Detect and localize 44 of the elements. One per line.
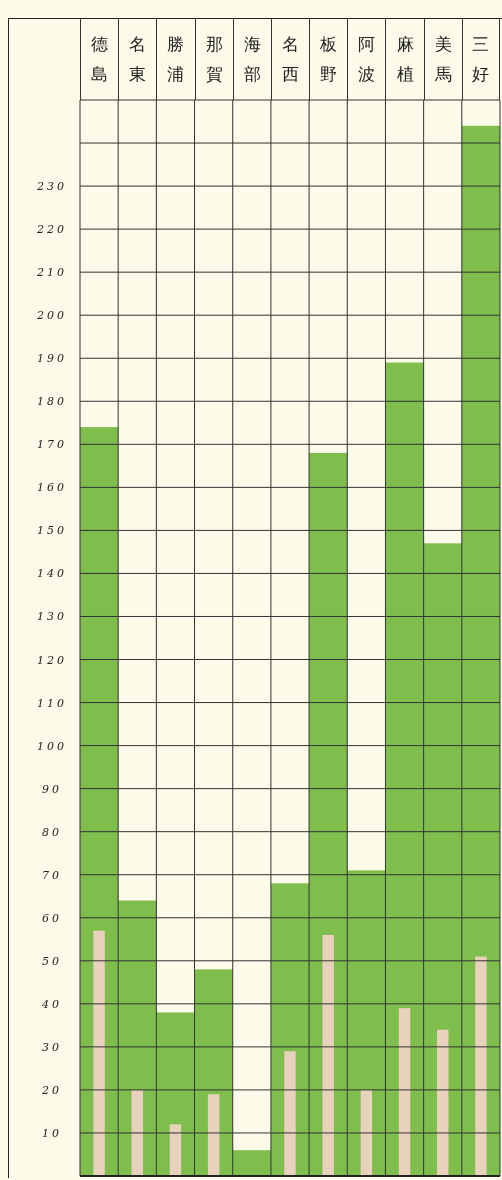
y-tick-label: 230	[36, 180, 67, 194]
y-tick-label: 160	[37, 481, 67, 495]
x-tick-label: 名東	[128, 33, 147, 86]
x-tick-label: 阿波	[357, 33, 376, 86]
x-tick-label: 德島	[90, 33, 109, 86]
y-tick-label: 140	[37, 567, 67, 581]
x-tick-label: 三好	[471, 33, 490, 86]
y-tick-label: 90	[42, 782, 62, 796]
y-tick-label: 120	[37, 653, 67, 667]
y-tick-label: 70	[42, 868, 62, 882]
bar	[207, 1094, 220, 1176]
bar	[169, 1124, 182, 1176]
y-tick-label: 10	[42, 1126, 62, 1140]
y-tick-label: 150	[37, 524, 67, 538]
x-tick-label: 海部	[243, 33, 262, 86]
y-tick-label: 220	[36, 223, 67, 237]
x-tick-label: 麻植	[396, 33, 415, 86]
y-tick-label: 130	[37, 610, 67, 624]
bar	[284, 1051, 296, 1176]
x-tick-label: 名西	[281, 33, 300, 86]
y-tick-label: 20	[41, 1083, 62, 1097]
bar	[398, 1008, 411, 1176]
y-tick-label: 60	[42, 911, 62, 925]
y-tick-label: 190	[37, 352, 67, 366]
bar	[475, 956, 487, 1176]
bar	[360, 1089, 373, 1176]
x-tick-label: 美馬	[434, 33, 453, 86]
x-tick-label: 勝浦	[166, 33, 185, 86]
x-tick-label: 板野	[319, 33, 338, 86]
y-tick-label: 210	[36, 266, 67, 280]
y-tick-label: 40	[41, 997, 62, 1011]
y-tick-label: 80	[42, 825, 62, 839]
bar	[93, 930, 105, 1176]
y-tick-label: 170	[37, 438, 67, 452]
y-tick-label: 30	[42, 1040, 62, 1054]
y-tick-label: 50	[42, 954, 62, 968]
y-tick-label: 180	[37, 395, 67, 409]
bar	[322, 934, 334, 1176]
y-tick-label: 110	[37, 696, 67, 710]
x-tick-label: 那賀	[205, 33, 224, 86]
y-tick-label: 100	[37, 739, 67, 753]
y-tick-label: 200	[36, 309, 67, 323]
bar	[437, 1029, 449, 1176]
bar	[131, 1089, 143, 1176]
